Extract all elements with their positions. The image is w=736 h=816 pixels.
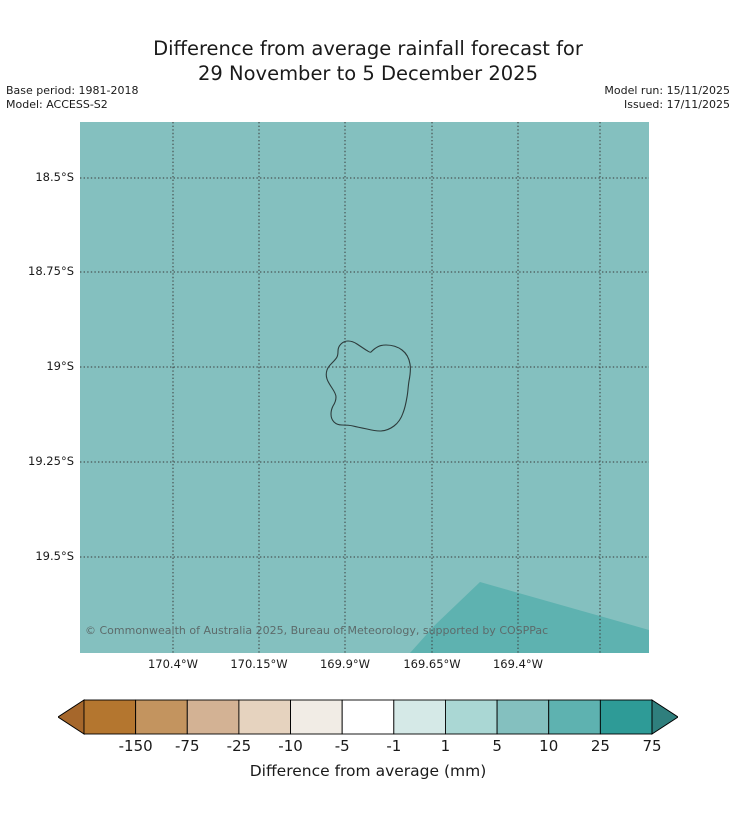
forecast-map[interactable] — [80, 122, 649, 653]
colorbar-caption: Difference from average (mm) — [249, 762, 487, 780]
issued-text: Issued: 17/11/2025 — [623, 98, 730, 111]
longitude-tick-label: 170.4°W — [147, 657, 199, 671]
metadata-right: Model run: 15/11/2025 Issued: 17/11/2025 — [604, 84, 730, 112]
page-title-line-1: Difference from average rainfall forecas… — [153, 37, 583, 60]
colorbar-segment — [599, 699, 653, 735]
colorbar-tick-label: -150 — [119, 737, 153, 755]
base-period-text: Base period: 1981-2018 — [6, 84, 139, 97]
colorbar-tick-label: 1 — [441, 737, 451, 755]
colorbar-segment — [83, 699, 137, 735]
map-shaded-region — [410, 582, 649, 653]
colorbar-segment — [238, 699, 291, 735]
map-background — [80, 122, 649, 653]
page-title: Difference from average rainfall forecas… — [0, 36, 736, 86]
model-run-text: Model run: 15/11/2025 — [604, 84, 730, 97]
colorbar-segment — [393, 699, 446, 735]
colorbar[interactable]: -150-75-25-10-5-115102575150 Difference … — [0, 694, 736, 780]
colorbar-tick-label: -75 — [175, 737, 200, 755]
colorbar-tick-label: 5 — [492, 737, 502, 755]
colorbar-segment — [496, 699, 550, 735]
latitude-axis: 18.5°S 18.75°S 19°S 19.25°S 19.5°S — [0, 0, 74, 816]
latitude-tick-label: 19°S — [46, 359, 74, 373]
colorbar-segments — [58, 699, 678, 735]
colorbar-tick-label: 10 — [539, 737, 558, 755]
colorbar-segment — [445, 699, 498, 735]
colorbar-tick-label: 75 — [642, 737, 661, 755]
colorbar-tick-label: -25 — [227, 737, 252, 755]
model-text: Model: ACCESS-S2 — [6, 98, 108, 111]
metadata-left: Base period: 1981-2018 Model: ACCESS-S2 — [6, 84, 138, 112]
colorbar-segment — [290, 699, 343, 735]
colorbar-tick-label: 25 — [591, 737, 610, 755]
colorbar-segment — [135, 699, 188, 735]
latitude-tick-label: 19.25°S — [28, 454, 74, 468]
colorbar-under-arrow — [58, 699, 85, 735]
latitude-tick-label: 18.75°S — [28, 264, 74, 278]
colorbar-over-arrow — [651, 699, 678, 735]
page-title-line-2: 29 November to 5 December 2025 — [198, 62, 538, 85]
island-coastline — [325, 340, 411, 432]
longitude-tick-label: 169.65°W — [403, 657, 461, 671]
map-gridlines — [80, 122, 649, 653]
colorbar-segment — [186, 699, 240, 735]
latitude-tick-label: 19.5°S — [35, 549, 74, 563]
latitude-tick-label: 18.5°S — [35, 170, 74, 184]
colorbar-segment — [548, 699, 601, 735]
longitude-tick-label: 169.9°W — [319, 657, 371, 671]
colorbar-tick-label: -10 — [278, 737, 303, 755]
colorbar-tick-label: -5 — [335, 737, 350, 755]
colorbar-tick-labels: -150-75-25-10-5-115102575150 — [119, 737, 662, 755]
longitude-tick-label: 169.4°W — [492, 657, 544, 671]
colorbar-segment — [341, 699, 395, 735]
longitude-tick-label: 170.15°W — [230, 657, 288, 671]
colorbar-tick-label: -1 — [386, 737, 401, 755]
